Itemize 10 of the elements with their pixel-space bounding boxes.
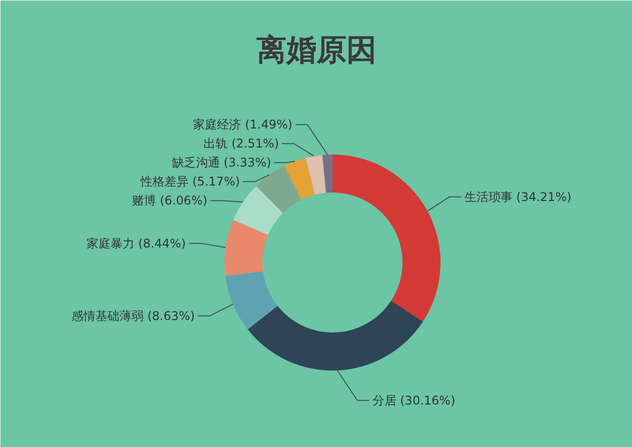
slice-label: 家庭暴力 (8.44%) <box>86 236 186 250</box>
slice-label: 出轨 (2.51%) <box>204 136 279 151</box>
chart-title: 离婚原因 <box>256 33 376 68</box>
slice-label: 家庭经济 (1.49%) <box>193 118 292 132</box>
slice-label: 感情基础薄弱 (8.63%) <box>72 308 195 323</box>
slice-label: 性格差异 (5.17%) <box>140 174 240 189</box>
slice-label: 分居 (30.16%) <box>372 393 456 408</box>
slice-label: 缺乏沟通 (3.33%) <box>172 156 272 170</box>
slice-label: 赌博 (6.06%) <box>132 194 208 208</box>
slice-label: 生活琐事 (34.21%) <box>464 190 572 204</box>
